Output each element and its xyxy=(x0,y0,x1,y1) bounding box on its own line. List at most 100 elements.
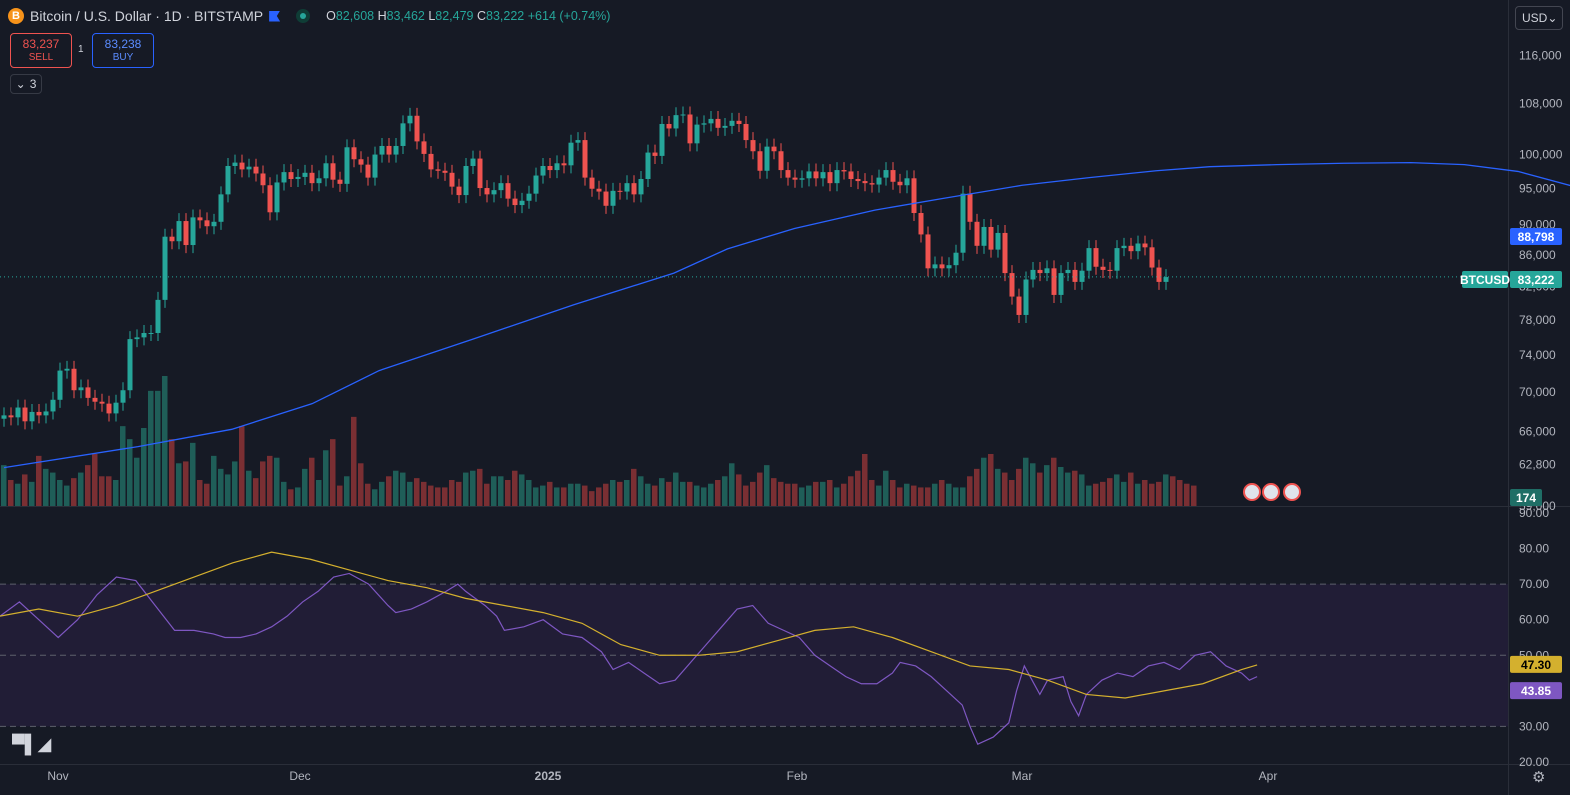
volume-value-label-bg xyxy=(1510,489,1542,506)
candle-body xyxy=(624,183,630,192)
volume-bar xyxy=(1002,472,1008,506)
tradingview-logo-icon[interactable]: ▀▌◢ xyxy=(12,734,52,754)
candle-body xyxy=(204,220,210,227)
volume-bar xyxy=(1044,465,1050,506)
candle-body xyxy=(778,151,784,171)
candle-body xyxy=(610,190,616,206)
candle-body xyxy=(869,183,875,185)
volume-bar xyxy=(50,472,56,506)
candle-body xyxy=(64,368,70,371)
volume-bar xyxy=(15,483,21,506)
volume-bar xyxy=(925,487,931,506)
candle-body xyxy=(834,170,840,184)
candle-body xyxy=(1135,243,1141,252)
candle-body xyxy=(36,411,42,416)
low-label: L xyxy=(428,9,436,23)
candle-body xyxy=(652,152,658,156)
volume-bar xyxy=(624,480,630,506)
volume-bar xyxy=(680,481,686,506)
rsi-tick-label: 80.00 xyxy=(1519,542,1549,556)
candle-body xyxy=(8,415,14,418)
market-status-icon xyxy=(296,9,311,23)
candle-body xyxy=(302,172,308,177)
candle-body xyxy=(1086,248,1092,271)
candle-body xyxy=(484,188,490,195)
volume-bar xyxy=(386,476,392,506)
candle-body xyxy=(540,165,546,176)
volume-bar xyxy=(652,485,658,506)
volume-bar xyxy=(64,485,70,506)
volume-bar xyxy=(316,480,322,506)
volume-bar xyxy=(358,463,364,506)
symbol-title[interactable]: Bitcoin / U.S. Dollar · 1D · BITSTAMP xyxy=(30,8,264,24)
candle-body xyxy=(106,403,112,414)
volume-bar xyxy=(435,487,441,506)
price-tick-label: 86,000 xyxy=(1519,248,1556,262)
volume-bar xyxy=(904,483,910,506)
indicators-toggle[interactable]: ⌄ 3 xyxy=(10,74,42,94)
candle-body xyxy=(99,401,105,404)
candle-body xyxy=(862,181,868,184)
candle-body xyxy=(953,252,959,266)
candle-body xyxy=(218,194,224,222)
volume-bar xyxy=(540,485,546,506)
volume-bar xyxy=(778,481,784,506)
volume-bar xyxy=(526,480,532,506)
volume-bar xyxy=(687,481,693,506)
volume-bar xyxy=(890,480,896,506)
rsi-tick-label: 70.00 xyxy=(1519,577,1549,591)
volume-bar xyxy=(946,483,952,506)
ohlc-values: O82,608 H83,462 L82,479 C83,222 +614 (+0… xyxy=(326,9,610,23)
candle-body xyxy=(400,123,406,146)
volume-bar xyxy=(281,481,287,506)
candle-body xyxy=(1065,269,1071,274)
price-tick-label: 70,000 xyxy=(1519,385,1556,399)
rsi-tick-label: 90.00 xyxy=(1519,506,1549,520)
candle-body xyxy=(1163,277,1169,282)
volume-bar xyxy=(1121,481,1127,506)
candle-body xyxy=(1121,245,1127,249)
volume-bar xyxy=(1058,467,1064,506)
volume-bar xyxy=(988,454,994,506)
volume-bar xyxy=(1142,480,1148,506)
volume-bar xyxy=(57,480,63,506)
volume-bar xyxy=(694,485,700,506)
volume-bar xyxy=(1191,485,1197,506)
candle-body xyxy=(988,226,994,250)
volume-bar xyxy=(295,487,301,506)
candle-body xyxy=(414,115,420,142)
buy-button[interactable]: 83,238 BUY xyxy=(92,33,154,68)
ma-value-label: 88,798 xyxy=(1518,230,1555,244)
volume-bar xyxy=(232,461,238,506)
sell-button[interactable]: 83,237 SELL xyxy=(10,33,72,68)
volume-bar xyxy=(974,468,980,506)
candle-body xyxy=(918,213,924,235)
volume-bar xyxy=(253,478,259,506)
buy-price: 83,238 xyxy=(104,36,142,51)
candle-body xyxy=(1100,266,1106,270)
settings-gear-icon[interactable]: ⚙ xyxy=(1532,769,1546,786)
candle-body xyxy=(659,123,665,156)
candle-body xyxy=(1016,296,1022,315)
open-label: O xyxy=(326,9,336,23)
candle-body xyxy=(295,176,301,179)
candle-body xyxy=(841,170,847,172)
currency-select[interactable]: USD ⌄ xyxy=(1515,6,1563,30)
candle-body xyxy=(1009,273,1015,297)
flag-icon[interactable] xyxy=(269,10,281,22)
event-flag-icon xyxy=(1262,483,1280,501)
open-value: 82,608 xyxy=(335,9,375,23)
volume-bar xyxy=(568,483,574,506)
spread-value: 1 xyxy=(78,44,84,55)
volume-bar xyxy=(351,416,357,506)
volume-bar xyxy=(36,455,42,506)
candle-body xyxy=(267,185,273,213)
candle-body xyxy=(1114,248,1120,271)
volume-bar xyxy=(967,476,973,506)
candle-body xyxy=(855,178,861,182)
volume-bar xyxy=(169,439,175,506)
volume-bar xyxy=(610,480,616,506)
candle-body xyxy=(701,123,707,125)
candle-body xyxy=(337,179,343,184)
